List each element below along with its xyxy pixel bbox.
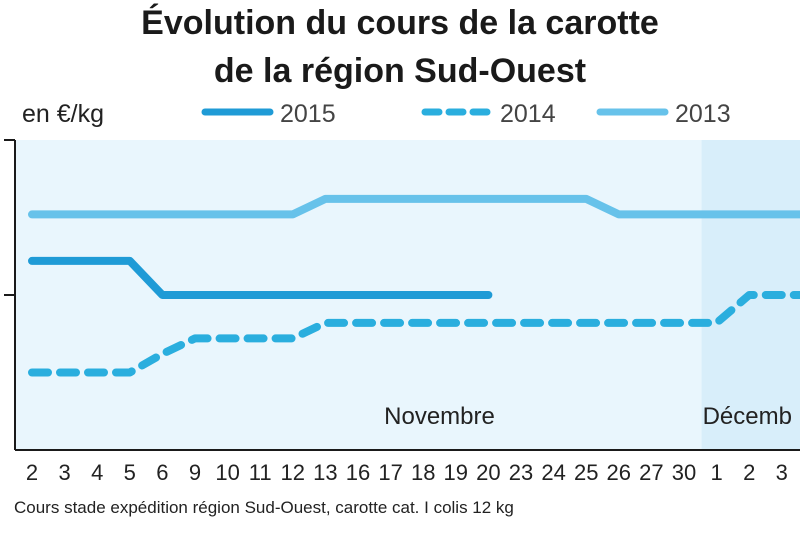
x-tick-label: 9	[189, 460, 201, 485]
x-tick-label: 17	[378, 460, 402, 485]
x-tick-label: 3	[776, 460, 788, 485]
legend-label-2013: 2013	[675, 100, 731, 128]
x-tick-label: 5	[124, 460, 136, 485]
month-label-1: Décemb	[703, 403, 792, 430]
x-tick-label: 18	[411, 460, 435, 485]
x-tick-label: 2	[26, 460, 38, 485]
series-line-2013	[28, 194, 800, 219]
y-axis-unit: en €/kg	[22, 100, 104, 128]
axes	[4, 139, 800, 451]
x-tick-label: 27	[639, 460, 663, 485]
month-labels: Novembre Décemb	[384, 403, 792, 430]
x-tick-label: 6	[156, 460, 168, 485]
chart-title-line1: Évolution du cours de la carotte	[141, 4, 659, 42]
x-tick-label: 26	[607, 460, 631, 485]
x-tick-label: 1	[710, 460, 722, 485]
series-line-2015	[28, 256, 493, 299]
x-tick-label: 2	[743, 460, 755, 485]
x-tick-label: 23	[509, 460, 533, 485]
x-tick-label: 4	[91, 460, 103, 485]
x-tick-label: 16	[346, 460, 370, 485]
x-tick-label: 11	[249, 460, 272, 485]
x-tick-labels: 2 3 4 5 6 9 10 11 12 13 16 17 18 19 20 23 24 25 26 27 30 1 2 3	[26, 460, 788, 485]
x-tick-label: 25	[574, 460, 598, 485]
x-tick-label: 13	[313, 460, 337, 485]
series-layer	[28, 194, 800, 377]
legend: 2015 2014 2013	[201, 100, 731, 128]
legend-label-2014: 2014	[500, 100, 556, 128]
legend-label-2015: 2015	[280, 100, 336, 128]
x-tick-label: 20	[476, 460, 500, 485]
x-tick-label: 12	[281, 460, 305, 485]
footnote: Cours stade expédition région Sud-Ouest,…	[14, 498, 514, 517]
series-line-2014	[28, 291, 800, 377]
x-tick-label: 3	[58, 460, 70, 485]
month-label-0: Novembre	[384, 403, 495, 430]
x-tick-label: 19	[444, 460, 468, 485]
x-tick-label: 30	[672, 460, 696, 485]
x-tick-label: 10	[215, 460, 239, 485]
chart-title-line2: de la région Sud-Ouest	[214, 52, 586, 90]
x-tick-label: 24	[541, 460, 565, 485]
